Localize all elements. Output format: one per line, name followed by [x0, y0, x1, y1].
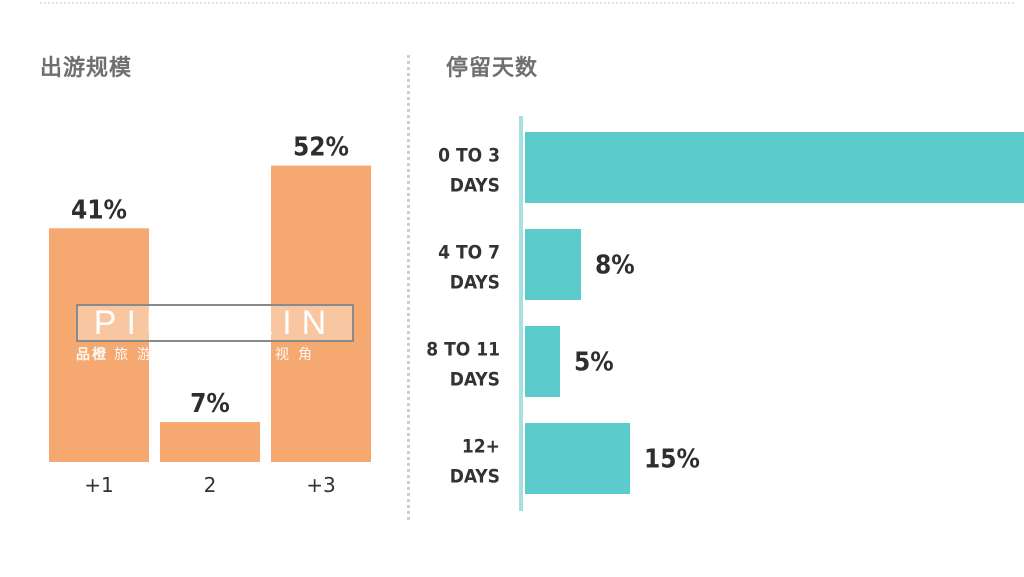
horizontal-bar-category-label-1-line-2: DAYS: [450, 175, 500, 197]
horizontal-bar-category-label-2-line-1: 4 TO 7: [438, 242, 500, 264]
vertical-bar-category-label-2: 2: [204, 473, 217, 497]
vertical-bar-category-label-3: +3: [306, 473, 335, 497]
horizontal-bar-value-label-4: 15%: [644, 445, 700, 475]
top-dotted-rule: [40, 2, 1014, 4]
vertical-bar-3: [271, 165, 371, 462]
horizontal-bar-value-label-2: 8%: [595, 251, 635, 281]
panel-divider: [407, 55, 410, 520]
horizontal-bar-category-label-3-line-1: 8 TO 11: [426, 339, 500, 361]
horizontal-bar-category-label-1-line-1: 0 TO 3: [438, 145, 500, 167]
vertical-bar-2: [160, 422, 260, 462]
vertical-bar-category-label-1: +1: [84, 473, 113, 497]
horizontal-bar-category-label-3-line-2: DAYS: [450, 369, 500, 391]
vertical-bar-value-label-2: 7%: [190, 389, 230, 419]
horizontal-bar-2: [525, 229, 581, 300]
horizontal-bar-4: [525, 423, 630, 494]
left-panel-title: 出游规模: [40, 56, 133, 81]
horizontal-bar-value-label-3: 5%: [574, 348, 614, 378]
vertical-bar-value-label-1: 41%: [71, 195, 127, 225]
horizontal-bar-category-label-4-line-2: DAYS: [450, 466, 500, 488]
horizontal-bar-3: [525, 326, 560, 397]
vertical-bar-value-label-3: 52%: [293, 133, 349, 163]
horizontal-chart-axis: [519, 116, 523, 511]
right-panel-title: 停留天数: [446, 56, 539, 81]
horizontal-bar-category-label-4-line-1: 12+: [462, 436, 500, 458]
vertical-bar-1: [49, 228, 149, 462]
horizontal-bar-1: [525, 132, 1024, 203]
horizontal-bar-category-label-2-line-2: DAYS: [450, 272, 500, 294]
